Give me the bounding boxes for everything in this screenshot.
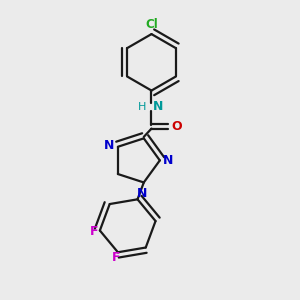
- Text: O: O: [171, 120, 182, 133]
- Text: N: N: [153, 100, 163, 113]
- Text: N: N: [104, 139, 114, 152]
- Text: N: N: [164, 154, 174, 167]
- Text: N: N: [137, 187, 148, 200]
- Text: F: F: [90, 225, 99, 238]
- Text: H: H: [138, 102, 146, 112]
- Text: Cl: Cl: [145, 17, 158, 31]
- Text: F: F: [112, 251, 120, 264]
